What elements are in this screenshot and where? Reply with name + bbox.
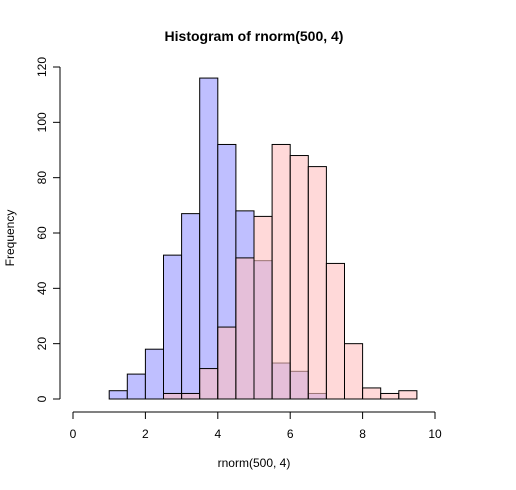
- y-tick-label: 20: [35, 337, 49, 351]
- x-axis: 0 2 4 6 8 10: [70, 411, 442, 441]
- x-tick-label: 2: [142, 427, 149, 441]
- x-tick-label: 0: [70, 427, 77, 441]
- bar-series2-10: [344, 343, 364, 400]
- bar-series2-13: [398, 390, 418, 400]
- bar-series2-12: [380, 392, 400, 400]
- bar-series1-5: [199, 77, 219, 400]
- bar-series2-5: [253, 215, 273, 400]
- y-tick-label: 100: [35, 112, 49, 132]
- bar-series2-0: [163, 392, 183, 400]
- bar-series2-7: [289, 155, 309, 400]
- x-tick-label: 6: [287, 427, 294, 441]
- x-tick-label: 10: [428, 427, 442, 441]
- bar-series2-4: [235, 257, 255, 400]
- y-axis-label: Frequency: [3, 210, 17, 267]
- bar-series2-6: [271, 143, 291, 400]
- bars-layer: [108, 77, 418, 400]
- x-tick-label: 8: [359, 427, 366, 441]
- bar-series2-2: [199, 368, 219, 400]
- bar-series2-9: [325, 262, 345, 400]
- y-tick-label: 120: [35, 57, 49, 77]
- y-axis: 0 20 40 60 80 100 120: [35, 57, 61, 402]
- bar-series1-1: [126, 373, 146, 400]
- y-tick-label: 40: [35, 281, 49, 295]
- bar-series2-3: [217, 326, 237, 400]
- y-tick-label: 60: [35, 226, 49, 240]
- bar-series1-0: [108, 390, 128, 400]
- bar-series1-4: [181, 213, 201, 400]
- x-axis-label: rnorm(500, 4): [218, 456, 291, 470]
- bar-series2-8: [307, 166, 327, 400]
- bar-series2-1: [181, 392, 201, 400]
- y-tick-label: 0: [35, 395, 49, 402]
- bar-series1-3: [163, 254, 183, 400]
- x-tick-label: 4: [214, 427, 221, 441]
- bar-series1-2: [144, 348, 164, 400]
- bar-series2-11: [362, 387, 382, 400]
- y-tick-label: 80: [35, 171, 49, 185]
- chart-title: Histogram of rnorm(500, 4): [165, 28, 344, 44]
